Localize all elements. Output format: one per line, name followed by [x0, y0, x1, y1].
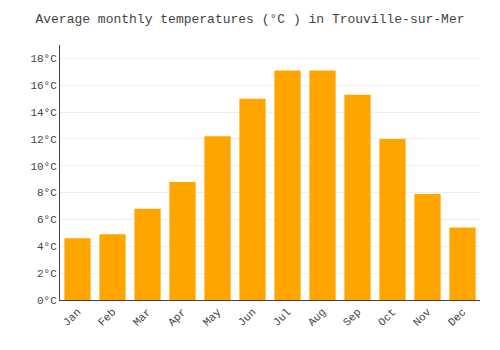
svg-text:Jun: Jun — [236, 306, 258, 328]
svg-text:Jul: Jul — [271, 306, 293, 328]
svg-text:Nov: Nov — [411, 306, 434, 329]
svg-text:Sep: Sep — [341, 306, 363, 328]
svg-text:4°C: 4°C — [37, 241, 57, 253]
svg-text:2°C: 2°C — [37, 268, 57, 280]
svg-text:16°C: 16°C — [30, 80, 57, 92]
svg-text:Dec: Dec — [446, 306, 468, 328]
svg-text:0°C: 0°C — [37, 295, 57, 307]
svg-text:Average monthly temperatures (: Average monthly temperatures (°C ) in Tr… — [35, 12, 464, 27]
svg-text:Oct: Oct — [376, 306, 398, 328]
svg-text:10°C: 10°C — [30, 161, 57, 173]
svg-text:Feb: Feb — [96, 306, 118, 328]
svg-text:8°C: 8°C — [37, 187, 57, 199]
svg-text:14°C: 14°C — [30, 107, 57, 119]
svg-text:Jan: Jan — [61, 306, 83, 328]
svg-text:6°C: 6°C — [37, 214, 57, 226]
svg-text:18°C: 18°C — [30, 53, 57, 65]
svg-text:Apr: Apr — [166, 306, 188, 328]
svg-text:12°C: 12°C — [30, 134, 57, 146]
svg-text:May: May — [201, 306, 224, 329]
svg-text:Aug: Aug — [306, 306, 328, 328]
svg-text:Mar: Mar — [131, 306, 153, 328]
